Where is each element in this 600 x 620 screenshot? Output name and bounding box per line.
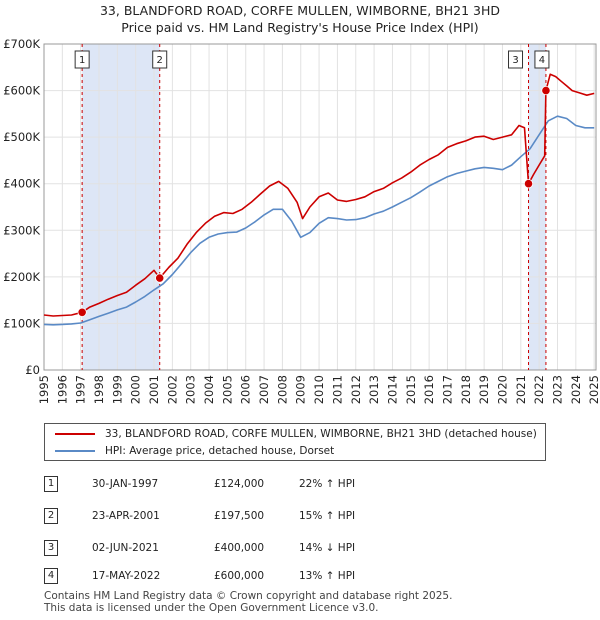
transaction-hpi: 15% ↑ HPI <box>299 510 356 522</box>
y-tick-label: £300K <box>3 223 40 237</box>
transaction-date: 17-MAY-2022 <box>92 570 161 582</box>
transaction-point <box>155 273 165 283</box>
x-tick-label: 2011 <box>330 375 344 404</box>
x-tick-label: 1997 <box>74 375 88 404</box>
transaction-hpi: 13% ↑ HPI <box>299 570 356 582</box>
x-tick-label: 2001 <box>147 375 161 404</box>
transaction-hpi: 14% ↓ HPI <box>299 542 356 554</box>
transaction-hpi: 22% ↑ HPI <box>299 478 356 490</box>
y-tick-label: £600K <box>3 84 40 98</box>
transaction-number: 1 <box>44 476 58 492</box>
y-tick-label: £0 <box>25 363 40 377</box>
x-tick-label: 2016 <box>422 375 436 404</box>
x-tick-label: 2002 <box>165 375 179 404</box>
ownership-shade <box>528 44 546 370</box>
y-tick-label: £400K <box>3 177 40 191</box>
y-tick-label: £200K <box>3 270 40 284</box>
transaction-label-box <box>508 50 524 69</box>
transaction-point <box>541 85 551 96</box>
legend-swatch-property <box>55 433 95 435</box>
transaction-number: 2 <box>44 508 58 524</box>
property-price-line <box>43 73 595 317</box>
transaction-date: 30-JAN-1997 <box>92 478 159 490</box>
x-tick-label: 2013 <box>367 375 381 404</box>
x-tick-label: 2020 <box>495 375 509 404</box>
transaction-date: 02-JUN-2021 <box>92 542 159 554</box>
x-tick-label: 2015 <box>404 375 418 404</box>
x-tick-label: 2009 <box>294 375 308 404</box>
transaction-number: 3 <box>44 540 58 556</box>
x-tick-label: 2017 <box>440 375 454 404</box>
y-tick-label: £100K <box>3 316 40 330</box>
x-tick-label: 2014 <box>385 375 399 404</box>
transaction-price: £400,000 <box>214 542 265 554</box>
x-tick-label: 2005 <box>220 375 234 404</box>
transaction-point <box>77 307 87 317</box>
legend-label-property: 33, BLANDFORD ROAD, CORFE MULLEN, WIMBOR… <box>105 428 537 440</box>
x-tick-label: 1995 <box>37 375 51 404</box>
transaction-price: £600,000 <box>214 570 265 582</box>
x-tick-label: 2010 <box>312 375 326 404</box>
x-tick-label: 2003 <box>184 375 198 404</box>
price-chart: £0 £100K £200K £300K £400K £500K £600K £700K 199… <box>3 37 600 404</box>
x-tick-label: 2023 <box>550 375 564 404</box>
x-tick-label: 2007 <box>257 375 271 404</box>
x-tick-label: 2018 <box>459 375 473 404</box>
transaction-price: £197,500 <box>214 510 265 522</box>
footer-copyright: Contains HM Land Registry data © Crown c… <box>44 590 453 602</box>
x-tick-label: 2021 <box>514 375 528 404</box>
x-tick-label: 2006 <box>239 375 253 404</box>
title-line-2: Price paid vs. HM Land Registry's House … <box>121 20 479 35</box>
y-tick-label: £700K <box>3 37 40 51</box>
x-tick-label: 2008 <box>275 375 289 404</box>
footer-licence: This data is licensed under the Open Gov… <box>44 602 379 614</box>
transaction-label: 4 <box>539 55 545 66</box>
x-tick-label: 2000 <box>129 375 143 404</box>
x-tick-label: 2012 <box>349 375 363 404</box>
transaction-label-box <box>74 50 90 69</box>
x-tick-label: 1999 <box>110 375 124 404</box>
transaction-label-box <box>152 50 168 69</box>
transaction-label: 1 <box>79 55 85 66</box>
transaction-label: 2 <box>157 55 163 66</box>
legend-label-hpi: HPI: Average price, detached house, Dors… <box>105 445 335 457</box>
legend: 33, BLANDFORD ROAD, CORFE MULLEN, WIMBOR… <box>44 423 546 461</box>
x-tick-label: 2025 <box>587 375 600 404</box>
transaction-label: 3 <box>512 55 518 66</box>
x-tick-label: 1996 <box>55 375 69 404</box>
transaction-point <box>523 179 534 189</box>
transaction-label-box <box>534 50 550 69</box>
transaction-date: 23-APR-2001 <box>92 510 160 522</box>
x-tick-label: 2022 <box>532 375 546 404</box>
legend-swatch-hpi <box>55 450 95 452</box>
transaction-price: £124,000 <box>214 478 265 490</box>
ownership-shade <box>82 44 160 370</box>
hpi-line <box>43 115 595 326</box>
legend-item-property: 33, BLANDFORD ROAD, CORFE MULLEN, WIMBOR… <box>55 426 537 442</box>
chart-title: 33, BLANDFORD ROAD, CORFE MULLEN, WIMBOR… <box>0 2 600 36</box>
y-tick-label: £500K <box>3 130 40 144</box>
plot-frame <box>43 43 597 371</box>
transaction-number: 4 <box>44 568 58 584</box>
x-tick-label: 2019 <box>477 375 491 404</box>
x-tick-label: 2024 <box>569 375 583 404</box>
x-tick-label: 2004 <box>202 375 216 404</box>
legend-item-hpi: HPI: Average price, detached house, Dors… <box>55 443 334 459</box>
title-line-1: 33, BLANDFORD ROAD, CORFE MULLEN, WIMBOR… <box>99 3 501 18</box>
x-tick-label: 1998 <box>92 375 106 404</box>
footer: Contains HM Land Registry data © Crown c… <box>44 590 452 614</box>
